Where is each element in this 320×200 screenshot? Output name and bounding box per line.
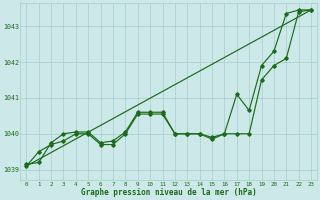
X-axis label: Graphe pression niveau de la mer (hPa): Graphe pression niveau de la mer (hPa) bbox=[81, 188, 257, 197]
